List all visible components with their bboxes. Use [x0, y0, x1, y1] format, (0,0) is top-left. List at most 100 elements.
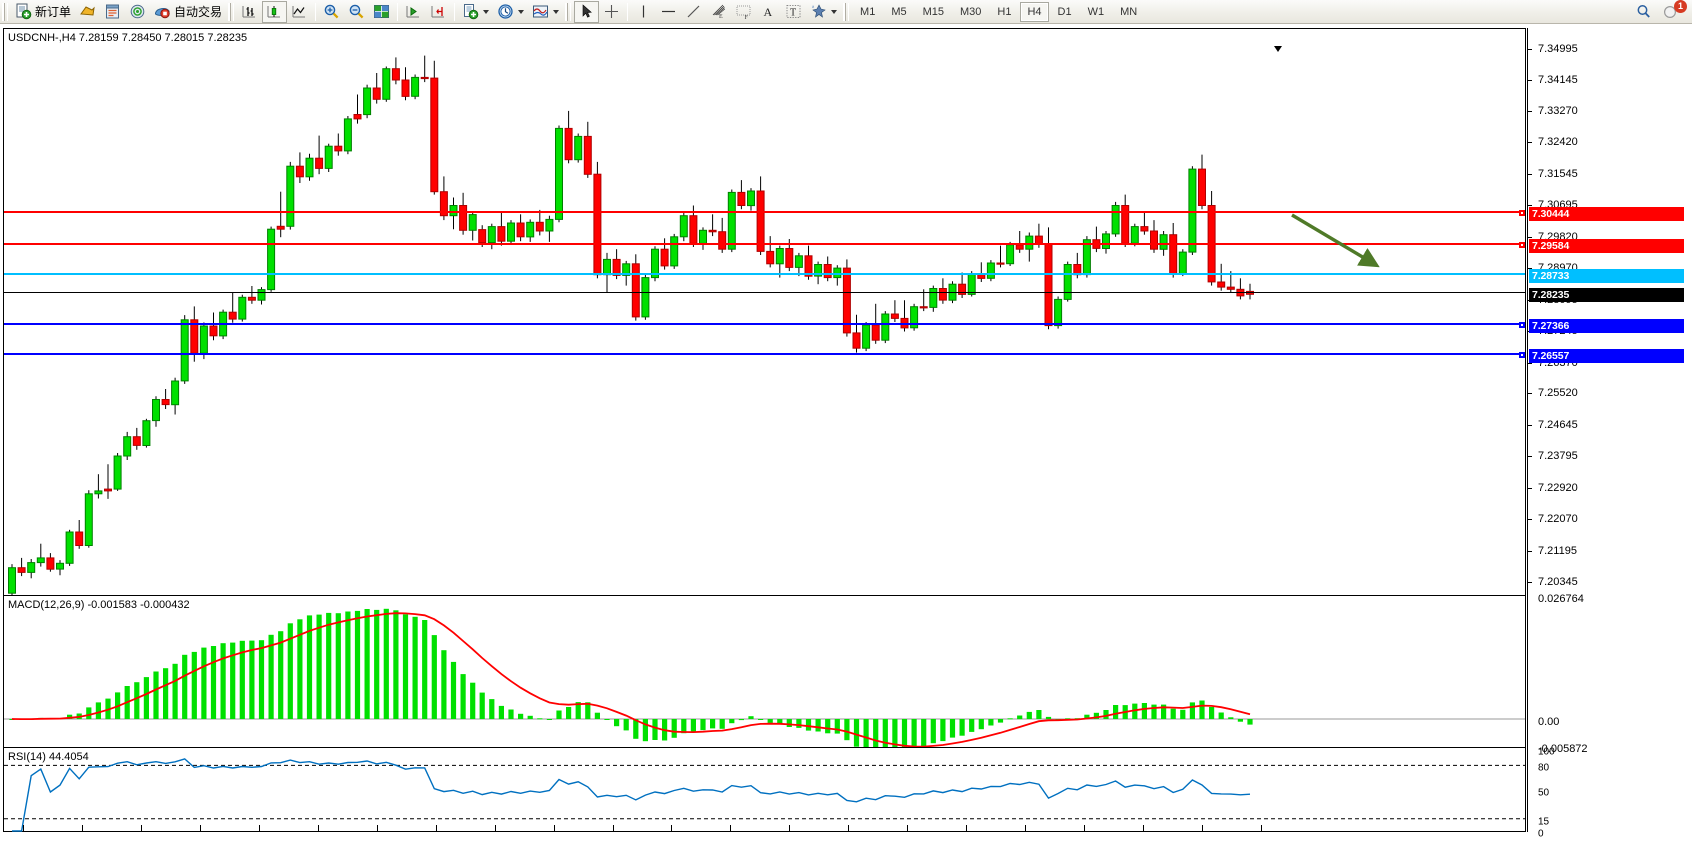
timeframe-h4[interactable]: H4 — [1020, 1, 1049, 22]
price-line-resistance-2[interactable] — [4, 241, 1525, 248]
price-line-support-1[interactable] — [4, 322, 1525, 329]
price-tag-support-1[interactable]: 7.27366 — [1529, 319, 1684, 334]
rsi-tick-label: 50 — [1538, 787, 1550, 799]
svg-text:F: F — [745, 15, 749, 20]
price-tick-label: 7.21195 — [1538, 544, 1577, 557]
autoscroll-button[interactable] — [426, 1, 451, 23]
timeframe-m30[interactable]: M30 — [960, 5, 982, 18]
zoom-out-button[interactable] — [344, 1, 369, 23]
toolbar-grip-3[interactable] — [565, 2, 572, 21]
text-button[interactable]: A — [756, 1, 781, 23]
grid-icon — [373, 3, 390, 20]
price-tag-last-price[interactable]: 7.28235 — [1529, 287, 1684, 302]
price-line-support-2[interactable] — [4, 351, 1525, 358]
navigator-button[interactable] — [125, 1, 150, 23]
time-tick — [81, 825, 83, 832]
crosshair-button[interactable] — [599, 1, 624, 23]
timeframe-d1[interactable]: D1 — [1057, 5, 1072, 18]
price-line-handle[interactable] — [1519, 241, 1525, 248]
candlestick-chart-button[interactable] — [262, 0, 288, 23]
chevron-down-icon[interactable] — [483, 9, 490, 14]
bar-chart-button[interactable] — [237, 1, 262, 23]
time-tick — [376, 825, 378, 832]
price-pane[interactable]: USDCNH-,H4 7.28159 7.28450 7.28015 7.282… — [4, 29, 1525, 596]
chart-area[interactable]: USDCNH-,H4 7.28159 7.28450 7.28015 7.282… — [0, 24, 1692, 856]
time-tick — [199, 825, 201, 832]
shift-button[interactable] — [401, 1, 426, 23]
macd-tick-label: 0.026764 — [1538, 593, 1584, 605]
price-tick-label: 7.31545 — [1538, 168, 1578, 181]
svg-text:A: A — [764, 5, 773, 19]
price-tag-resistance-1[interactable]: 7.30444 — [1529, 207, 1684, 222]
price-tick-label: 7.24645 — [1538, 419, 1578, 432]
chart-top-marker — [1274, 46, 1282, 52]
price-line-handle[interactable] — [1519, 322, 1525, 329]
price-tag-bid-line[interactable]: 7.28733 — [1529, 269, 1684, 284]
grid-button[interactable] — [369, 1, 394, 23]
price-line-handle[interactable] — [1519, 351, 1525, 358]
line-chart-button[interactable] — [287, 1, 312, 23]
chevron-down-icon-3[interactable] — [553, 9, 560, 14]
toolbar-grip-2[interactable] — [228, 2, 235, 21]
data-window-button[interactable] — [100, 1, 125, 23]
search-icon[interactable] — [1635, 3, 1652, 20]
price-tick-label: 7.33270 — [1538, 105, 1578, 118]
market-watch-button[interactable] — [75, 1, 100, 23]
text-label-button[interactable]: T — [781, 1, 806, 23]
timeframe-w1[interactable]: W1 — [1087, 5, 1105, 18]
rsi-pane[interactable]: RSI(14) 44.4054 — [4, 748, 1525, 832]
time-tick — [140, 825, 142, 832]
timeframe-mn[interactable]: MN — [1120, 5, 1138, 18]
candlestick-chart-icon — [266, 3, 283, 20]
timeframe-m5[interactable]: M5 — [891, 5, 907, 18]
cursor-button[interactable] — [574, 0, 600, 23]
cursor-icon — [578, 3, 595, 20]
time-tick — [1143, 825, 1145, 832]
toolbar-grip[interactable] — [2, 2, 8, 21]
indicators-icon — [532, 3, 549, 20]
zoom-in-button[interactable] — [319, 1, 344, 23]
timeframe-h1[interactable]: H1 — [997, 5, 1012, 18]
macd-tick-label: -0.005872 — [1538, 743, 1588, 755]
period-button[interactable] — [493, 1, 528, 23]
chevron-down-icon-2[interactable] — [518, 9, 525, 14]
shapes-button[interactable] — [806, 1, 841, 23]
price-line-bid-line[interactable] — [4, 273, 1525, 276]
fibonacci-button[interactable]: E — [706, 1, 731, 23]
toolbar-grip-4[interactable] — [843, 2, 850, 21]
chevron-down-icon-4[interactable] — [831, 9, 838, 14]
time-tick — [494, 825, 496, 832]
templates-button[interactable] — [458, 1, 493, 23]
price-line-handle[interactable] — [1519, 210, 1525, 217]
timeframe-m1[interactable]: M1 — [860, 5, 876, 18]
price-line-last-price[interactable] — [4, 291, 1525, 293]
indicators-button[interactable] — [528, 1, 563, 23]
autoscroll-icon — [430, 3, 447, 20]
price-line-resistance-1[interactable] — [4, 210, 1525, 217]
navigator-icon — [129, 3, 146, 20]
bar-chart-icon — [241, 3, 258, 20]
price-tick — [1528, 48, 1532, 50]
price-tick-label: 7.22070 — [1538, 513, 1578, 525]
vertical-line-button[interactable] — [631, 1, 656, 23]
new-order-button[interactable]: 新订单 — [11, 1, 75, 23]
price-tick-label: 7.34995 — [1538, 42, 1578, 55]
time-tick — [612, 825, 614, 832]
price-axis[interactable]: 7.34995 7.34145 7.33270 7.32420 7.31545 7.306… — [1527, 28, 1689, 840]
horizontal-line-icon — [660, 3, 677, 20]
auto-trading-button[interactable]: 自动交易 — [150, 1, 226, 23]
price-tag-resistance-2[interactable]: 7.29584 — [1529, 238, 1684, 253]
notification-icon[interactable]: 1 — [1662, 0, 1687, 20]
timeframe-m15[interactable]: M15 — [922, 5, 944, 18]
horizontal-line-button[interactable] — [656, 1, 681, 23]
rsi-label: RSI(14) 44.4054 — [8, 751, 89, 763]
price-tick — [1528, 142, 1532, 144]
auto-trading-icon — [154, 3, 171, 20]
price-tick-label: 7.20345 — [1538, 575, 1578, 588]
channel-button[interactable]: F — [731, 1, 756, 23]
chart-plot-frame[interactable]: USDCNH-,H4 7.28159 7.28450 7.28015 7.282… — [3, 28, 1526, 832]
macd-pane[interactable]: MACD(12,26,9) -0.001583 -0.000432 — [4, 596, 1525, 748]
price-tag-support-2[interactable]: 7.26557 — [1529, 348, 1684, 363]
new-order-icon — [15, 3, 32, 20]
trendline-button[interactable] — [681, 1, 706, 23]
